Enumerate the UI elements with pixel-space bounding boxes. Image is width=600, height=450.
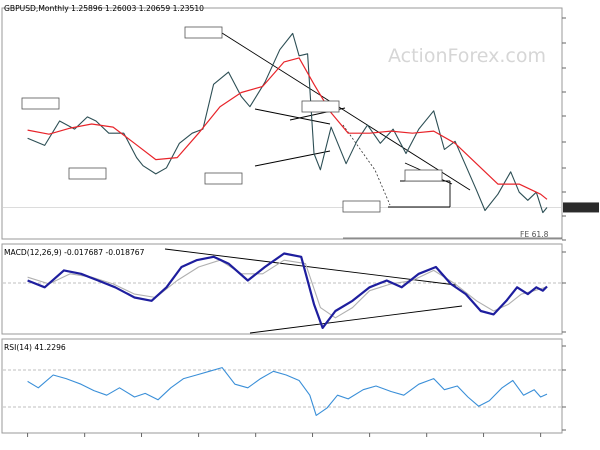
sma-series-line	[27, 57, 548, 200]
macd-line	[27, 252, 548, 329]
macd-lower-trendline	[249, 305, 463, 334]
label-1-71900-box	[301, 100, 340, 113]
rsi-panel-title: RSI(14) 41.2296	[4, 343, 66, 352]
label-1-35140-box	[404, 169, 443, 182]
rsi-panel-frame	[1, 338, 563, 434]
current-price-badge	[563, 202, 599, 213]
price-series-line	[27, 32, 548, 214]
macd-signal-line	[27, 259, 548, 319]
price-panel-frame	[1, 7, 563, 240]
rsi-line	[27, 367, 548, 416]
macd-panel-frame	[1, 243, 563, 335]
price-panel-title: GBPUSD,Monthly 1.25896 1.26003 1.20659 1…	[4, 4, 204, 13]
label-1-73670-box	[21, 97, 60, 110]
label-2-11610-box	[184, 26, 223, 39]
macd-panel-title: MACD(12,26,9) -0.017687 -0.018767	[4, 248, 145, 257]
macd-upper-trendline	[164, 248, 457, 286]
triangle-lower-line	[254, 150, 331, 167]
watermark: ActionForex.com	[388, 45, 546, 67]
fe-annotation: FE 61.8	[520, 230, 549, 239]
label-1-36800-box	[68, 167, 107, 180]
triangle-upper-line	[254, 108, 331, 125]
main-downtrend-line	[221, 32, 471, 191]
label-1-19460-box	[342, 200, 381, 213]
label-1-35030-box	[204, 172, 243, 185]
dotted-path-line	[342, 124, 391, 206]
